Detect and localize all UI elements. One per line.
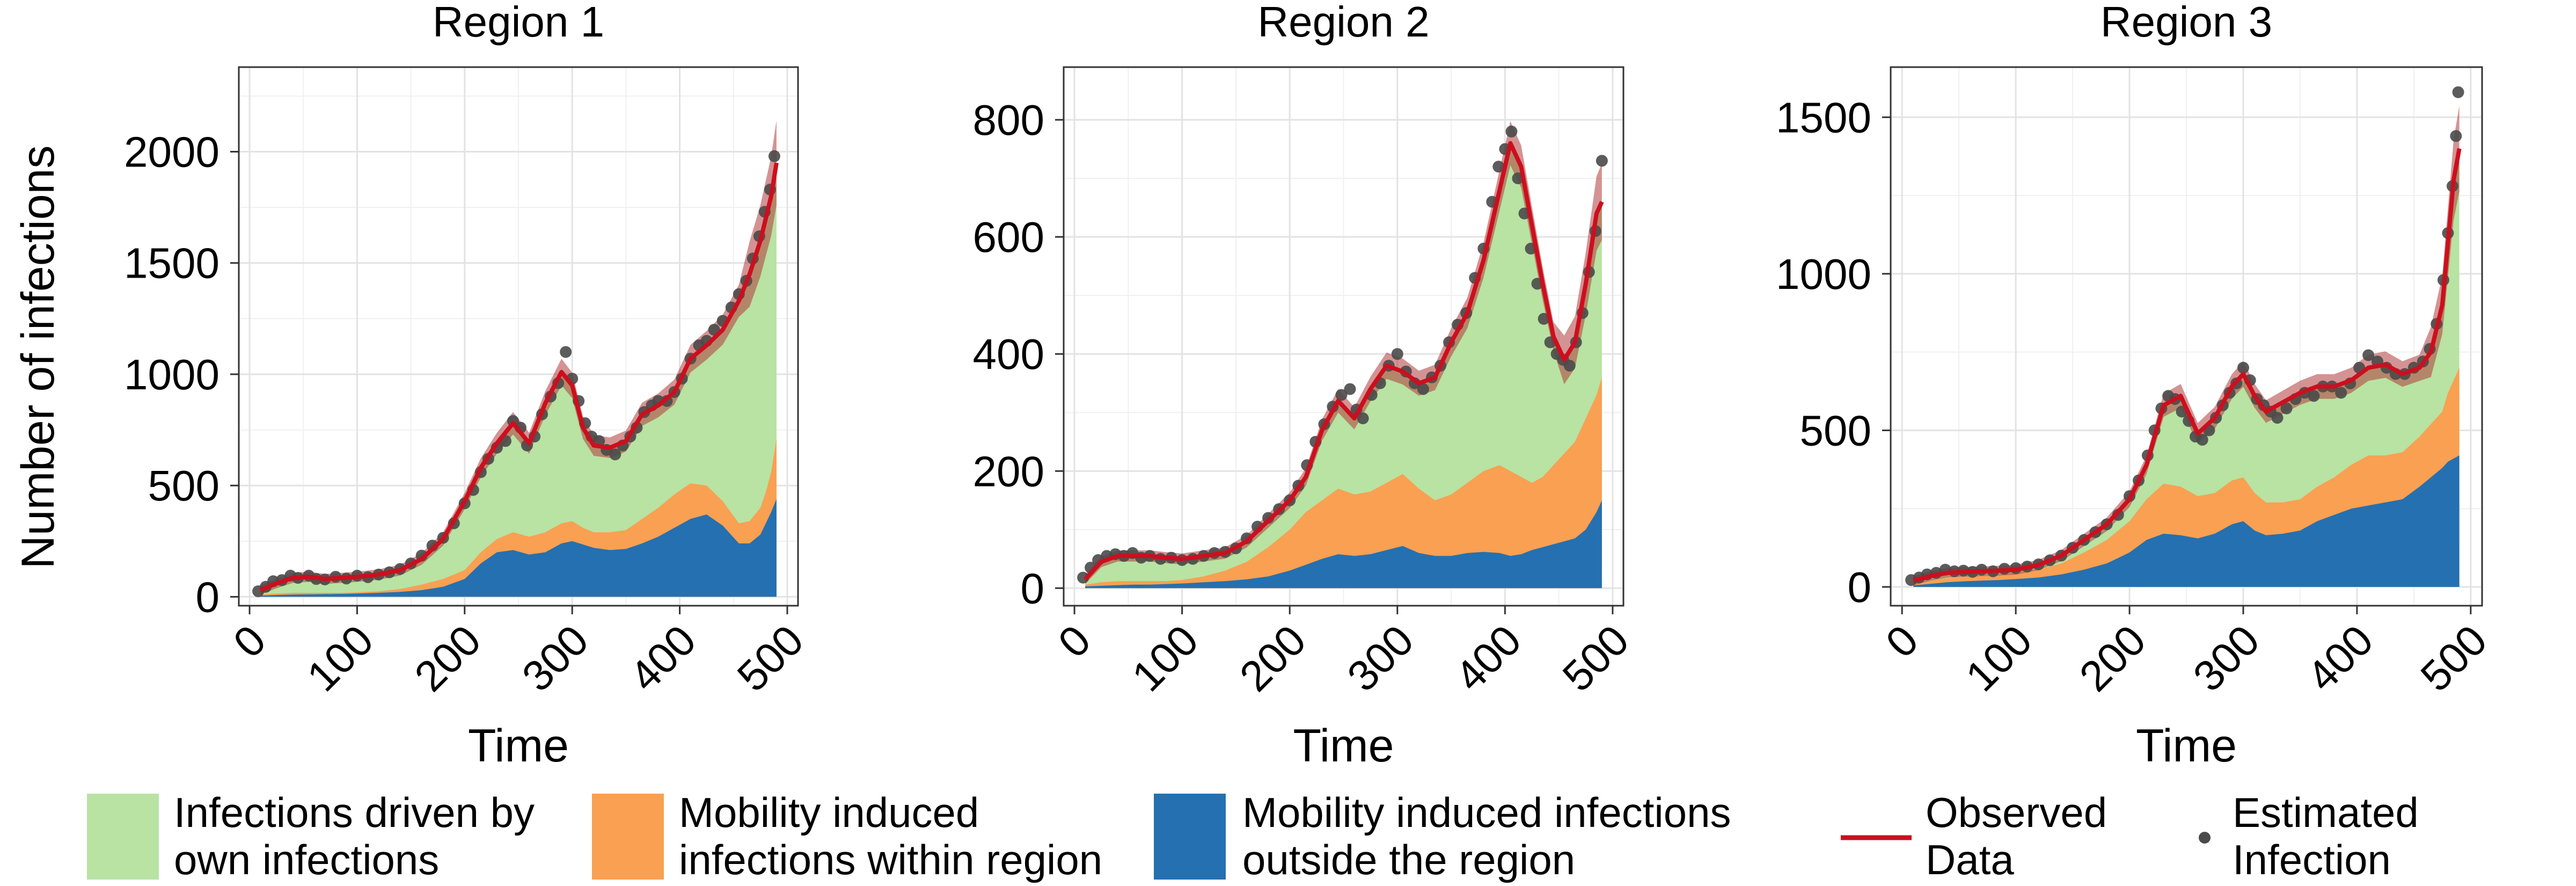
x-tick-label: 200 <box>2070 616 2155 700</box>
x-tick-label: 100 <box>1123 616 1207 700</box>
x-tick-label: 300 <box>2184 616 2268 700</box>
panel-region-2: Region 2 0 200 400 600 800 0 100 200 300 400 500 Tim… <box>973 0 1638 772</box>
estimated-point <box>609 448 621 461</box>
legend-label-within-line1: Mobility induced <box>679 789 979 836</box>
legend-swatch-own <box>87 794 159 880</box>
legend-estimated-point <box>2199 832 2211 844</box>
area-within-region <box>1085 377 1602 589</box>
legend: Infections driven by own infections Mobi… <box>87 789 2419 883</box>
estimated-point <box>1505 125 1518 137</box>
estimated-point <box>768 150 780 162</box>
panel-region-1: Region 1 0 500 1000 1500 2000 0 100 200 300 400 500… <box>124 0 813 772</box>
observed-line <box>1913 148 2462 583</box>
estimated-point <box>1391 348 1403 360</box>
estimated-point <box>1077 571 1089 584</box>
y-tick-label: 0 <box>1848 563 1872 611</box>
plot-border <box>1890 66 2483 607</box>
panel-title: Region 3 <box>2101 0 2272 46</box>
y-tick-label: 500 <box>1800 406 1871 454</box>
legend-label-observed-line1: Observed <box>1926 789 2107 836</box>
area-outside-region <box>260 499 777 597</box>
estimated-point <box>1357 412 1369 425</box>
estimated-point <box>2452 86 2464 98</box>
y-tick-label: 1500 <box>124 239 219 287</box>
legend-swatch-outside <box>1154 794 1226 880</box>
y-tick-label: 1000 <box>124 351 219 398</box>
estimated-point <box>1344 383 1356 395</box>
x-axis-label: Time <box>468 720 569 772</box>
estimated-point <box>560 346 572 358</box>
plot-border <box>1063 66 1624 607</box>
area-own-infections <box>260 163 777 597</box>
x-tick-label: 200 <box>406 616 490 700</box>
panel-title: Region 1 <box>433 0 604 46</box>
x-tick-label: 0 <box>1877 616 1927 666</box>
y-tick-label: 500 <box>148 462 219 510</box>
legend-swatch-within <box>592 794 664 880</box>
y-tick-label: 200 <box>973 447 1044 495</box>
x-tick-label: 100 <box>1957 616 2041 700</box>
area-own-infections <box>1913 148 2460 587</box>
estimated-point <box>2280 402 2293 415</box>
legend-label-observed-line2: Data <box>1926 836 2014 883</box>
area-own-infections <box>1085 143 1602 589</box>
estimated-point <box>1538 313 1550 325</box>
x-tick-label: 400 <box>2298 616 2382 700</box>
x-tick-label: 400 <box>620 616 705 700</box>
plot-border <box>238 66 799 607</box>
observed-line <box>259 162 779 592</box>
estimated-point <box>1335 389 1348 401</box>
y-tick-label: 400 <box>973 330 1044 378</box>
y-tick-label: 1500 <box>1776 93 1871 141</box>
estimated-point <box>2196 433 2208 446</box>
x-tick-label: 0 <box>1049 616 1100 666</box>
y-axis-label: Number of infections <box>12 146 64 569</box>
estimated-point <box>1563 360 1576 372</box>
legend-label-within-line2: infections within region <box>679 836 1102 883</box>
x-tick-label: 300 <box>513 616 597 700</box>
y-tick-label: 0 <box>196 573 220 621</box>
x-tick-label: 100 <box>298 616 382 700</box>
estimated-point <box>2450 130 2462 142</box>
estimated-point <box>2308 390 2320 402</box>
y-tick-label: 0 <box>1021 564 1045 612</box>
estimated-point <box>2362 349 2375 361</box>
area-outside-region <box>1085 500 1602 589</box>
legend-label-own-line1: Infections driven by <box>174 789 535 836</box>
panel-title: Region 2 <box>1257 0 1429 46</box>
y-tick-label: 2000 <box>124 128 219 176</box>
x-tick-label: 0 <box>224 616 275 666</box>
legend-label-estimated-line2: Infection <box>2233 836 2391 883</box>
legend-label-outside-line1: Mobility induced infections <box>1242 789 1731 836</box>
estimated-point <box>2271 412 2284 424</box>
y-tick-label: 1000 <box>1776 250 1871 298</box>
legend-label-estimated-line1: Estimated <box>2233 789 2419 836</box>
estimated-point <box>1596 155 1608 167</box>
panel-region-3: Region 3 0 500 1000 1500 0 100 200 300 400 500 Time <box>1776 0 2496 772</box>
x-axis-label: Time <box>2136 720 2237 772</box>
legend-label-outside-line2: outside the region <box>1242 836 1575 883</box>
observed-line <box>1084 141 1604 581</box>
x-tick-label: 500 <box>728 616 813 700</box>
y-tick-label: 600 <box>973 213 1044 261</box>
estimated-point <box>2335 387 2347 399</box>
estimated-point <box>1492 161 1505 173</box>
y-tick-label: 800 <box>973 96 1044 144</box>
x-tick-label: 400 <box>1446 616 1530 700</box>
area-outside-region <box>1913 455 2460 587</box>
legend-label-own-line2: own infections <box>174 836 439 883</box>
x-axis-label: Time <box>1293 720 1394 772</box>
x-tick-label: 500 <box>1554 616 1638 700</box>
estimated-point <box>1417 383 1429 395</box>
estimated-point <box>2237 361 2249 374</box>
x-tick-label: 500 <box>2412 616 2496 700</box>
x-tick-label: 200 <box>1231 616 1315 700</box>
x-tick-label: 300 <box>1338 616 1422 700</box>
